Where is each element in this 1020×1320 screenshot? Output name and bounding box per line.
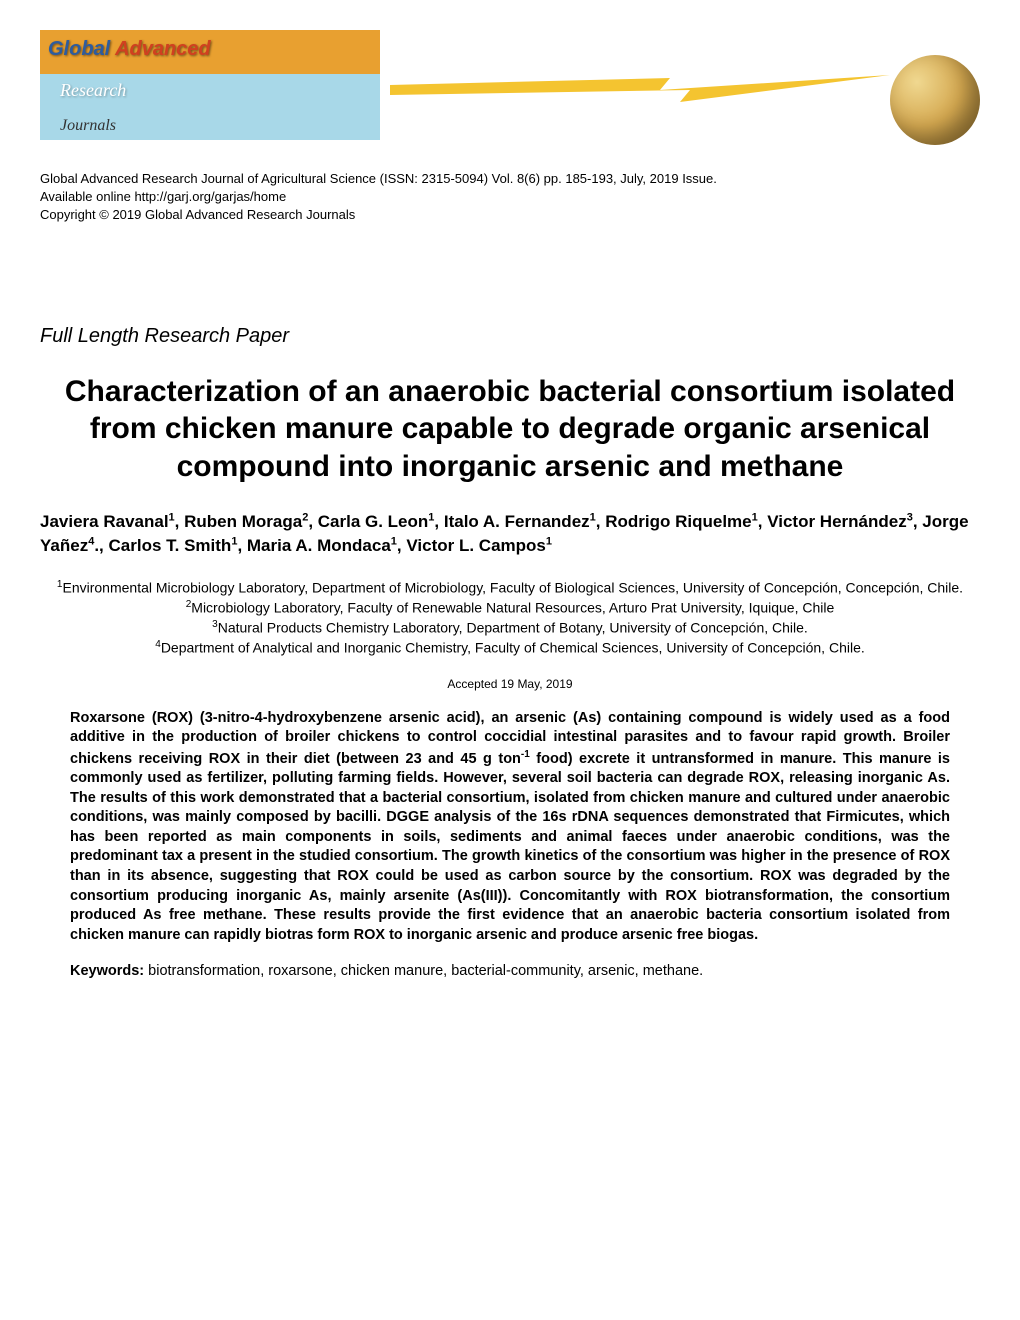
keywords-text: biotransformation, roxarsone, chicken ma…: [144, 963, 703, 979]
paper-type-label: Full Length Research Paper: [40, 325, 980, 348]
keywords-block: Keywords: biotransformation, roxarsone, …: [40, 963, 980, 979]
journal-header-banner: Global Advanced Research Journals: [40, 30, 980, 160]
logo-title-top: Global Advanced: [48, 38, 211, 61]
abstract-text: Roxarsone (ROX) (3-nitro-4-hydroxybenzen…: [40, 709, 980, 946]
journal-logo: Global Advanced Research Journals: [40, 30, 380, 140]
accepted-date: Accepted 19 May, 2019: [40, 677, 980, 691]
affiliations-block: 1Environmental Microbiology Laboratory, …: [40, 578, 980, 659]
citation-block: Global Advanced Research Journal of Agri…: [40, 170, 980, 225]
logo-word-global: Global: [48, 38, 110, 60]
authors-list: Javiera Ravanal1, Ruben Moraga2, Carla G…: [40, 510, 980, 558]
citation-line-3: Copyright © 2019 Global Advanced Researc…: [40, 206, 980, 224]
globe-icon: [890, 55, 980, 145]
citation-line-2: Available online http://garj.org/garjas/…: [40, 188, 980, 206]
paper-title: Characterization of an anaerobic bacteri…: [40, 373, 980, 486]
lightning-bolt-icon: [390, 70, 890, 110]
logo-word-research: Research: [60, 80, 126, 101]
logo-word-advanced: Advanced: [115, 38, 211, 60]
keywords-label: Keywords:: [70, 963, 144, 979]
logo-word-journals: Journals: [60, 117, 116, 135]
citation-line-1: Global Advanced Research Journal of Agri…: [40, 170, 980, 188]
